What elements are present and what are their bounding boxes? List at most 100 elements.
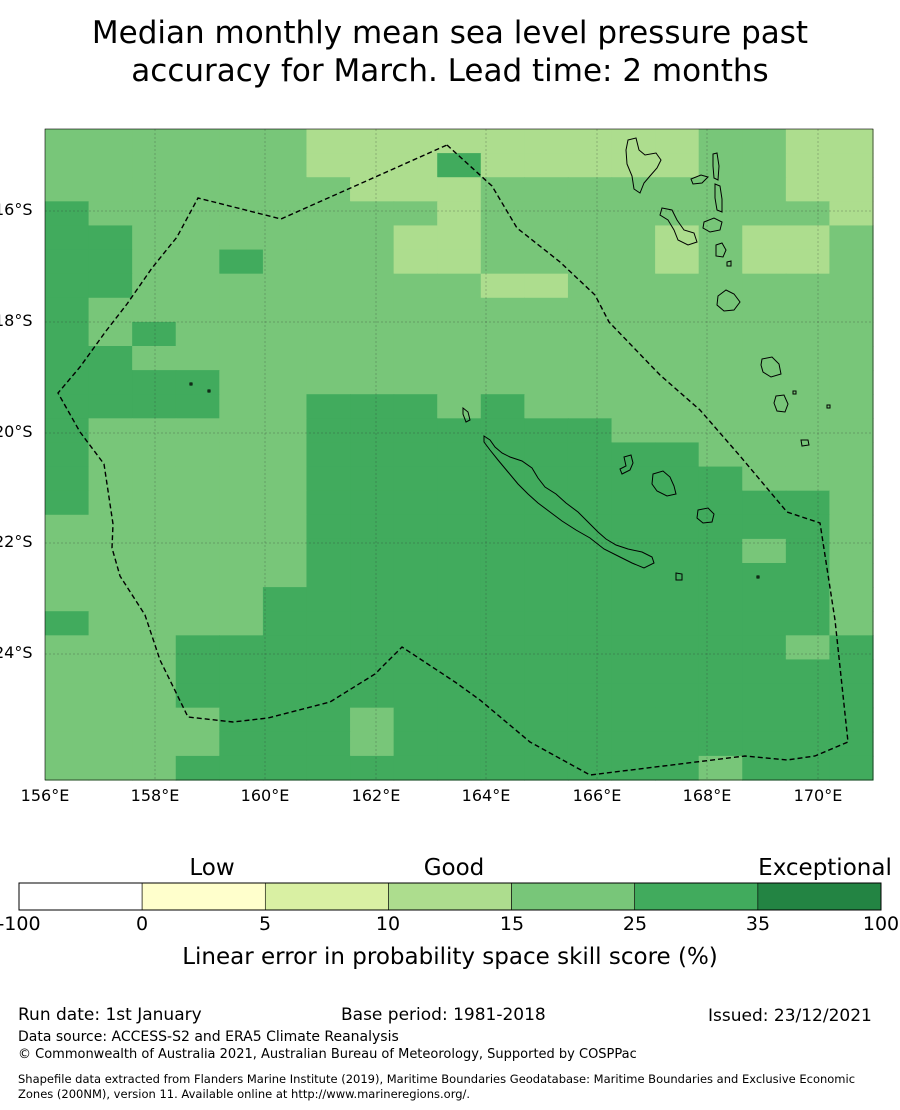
grid-cell xyxy=(698,201,743,227)
coastline-walpole xyxy=(756,575,760,579)
grid-cell xyxy=(785,611,831,636)
grid-cell xyxy=(785,153,831,178)
grid-cell xyxy=(611,442,656,468)
grid-cell xyxy=(567,683,613,709)
grid-cell xyxy=(785,321,831,347)
grid-cell xyxy=(437,466,482,492)
grid-cell xyxy=(132,273,177,299)
grid-cell xyxy=(611,129,656,154)
grid-cell xyxy=(698,731,743,757)
grid-cell xyxy=(785,707,831,733)
grid-cell xyxy=(611,177,656,202)
grid-cell xyxy=(785,442,831,468)
grid-cell xyxy=(306,225,351,251)
grid-cell xyxy=(88,442,133,468)
grid-cell xyxy=(480,297,525,323)
grid-cell xyxy=(175,273,220,299)
grid-cell xyxy=(132,538,177,564)
legend-category-exceptional: Exceptional xyxy=(758,855,892,881)
grid-cell xyxy=(437,707,482,733)
grid-cell xyxy=(611,466,656,492)
grid-cell xyxy=(350,587,395,612)
grid-cell xyxy=(219,321,264,347)
grid-cell xyxy=(742,418,787,444)
grid-cell xyxy=(350,225,395,251)
grid-cell xyxy=(88,346,133,371)
grid-cell xyxy=(567,466,613,492)
grid-cell xyxy=(437,201,482,227)
grid-cell xyxy=(524,129,569,154)
grid-cell xyxy=(785,394,831,419)
grid-cell xyxy=(785,177,831,202)
grid-cell xyxy=(611,683,656,709)
grid-cell xyxy=(567,418,613,444)
grid-cell xyxy=(437,273,482,299)
grid-cell xyxy=(785,587,831,612)
grid-cell xyxy=(132,249,177,275)
grid-cell xyxy=(829,273,874,299)
grid-cell xyxy=(350,177,395,202)
grid-cell xyxy=(524,394,569,419)
grid-cell xyxy=(524,442,569,468)
grid-cell xyxy=(393,731,438,757)
grid-cell xyxy=(611,587,656,612)
grid-cell xyxy=(175,611,220,636)
grid-cell xyxy=(306,346,351,371)
grid-cell xyxy=(829,514,874,540)
grid-cell xyxy=(698,153,743,178)
grid-cell xyxy=(524,346,569,371)
map-title: Median monthly mean sea level pressure p… xyxy=(0,14,900,90)
legend-category-low: Low xyxy=(189,855,235,881)
grid-cell xyxy=(524,201,569,227)
grid-cell xyxy=(698,442,743,468)
grid-cell xyxy=(785,225,831,251)
grid-cell xyxy=(437,346,482,371)
grid-cell xyxy=(480,514,525,540)
grid-cell xyxy=(88,755,133,781)
grid-cell xyxy=(175,346,220,371)
grid-cell xyxy=(132,514,177,540)
grid-cell xyxy=(219,514,264,540)
colorbar-tick-10: 10 xyxy=(375,913,401,935)
grid-cell xyxy=(655,635,700,661)
grid-cell xyxy=(742,394,787,419)
grid-cell xyxy=(524,297,569,323)
grid-cell xyxy=(567,442,613,468)
grid-cell xyxy=(350,346,395,371)
grid-cell xyxy=(88,201,133,227)
grid-cell xyxy=(306,418,351,444)
grid-cell xyxy=(742,731,787,757)
grid-cell xyxy=(306,490,351,516)
grid-cell xyxy=(785,297,831,323)
grid-cell xyxy=(480,683,525,709)
grid-cell xyxy=(45,273,90,299)
grid-cell xyxy=(611,563,656,588)
grid-cell xyxy=(829,321,874,347)
grid-cell xyxy=(480,466,525,492)
grid-cell xyxy=(437,418,482,444)
grid-cell xyxy=(393,201,438,227)
grid-cell xyxy=(262,659,308,685)
coastline-aneityum xyxy=(800,439,810,447)
grid-cell xyxy=(437,177,482,202)
grid-cell xyxy=(393,587,438,612)
grid-cell xyxy=(567,153,613,178)
grid-cell xyxy=(480,394,525,419)
grid-cell xyxy=(437,225,482,251)
coastline-aniwa xyxy=(792,390,797,395)
grid-cell xyxy=(393,129,438,154)
grid-cell xyxy=(306,683,351,709)
grid-cell xyxy=(262,755,308,781)
map-frame xyxy=(44,128,874,781)
grid-cell xyxy=(219,755,264,781)
grid-cell xyxy=(829,635,874,661)
grid-cell xyxy=(350,273,395,299)
grid-cell xyxy=(306,731,351,757)
grid-cell xyxy=(567,370,613,395)
grid-cell xyxy=(611,707,656,733)
grid-cell xyxy=(175,321,220,347)
grid-cell xyxy=(829,731,874,757)
grid-cell xyxy=(262,418,308,444)
coastline-epi xyxy=(715,242,727,258)
grid-cell xyxy=(437,659,482,685)
